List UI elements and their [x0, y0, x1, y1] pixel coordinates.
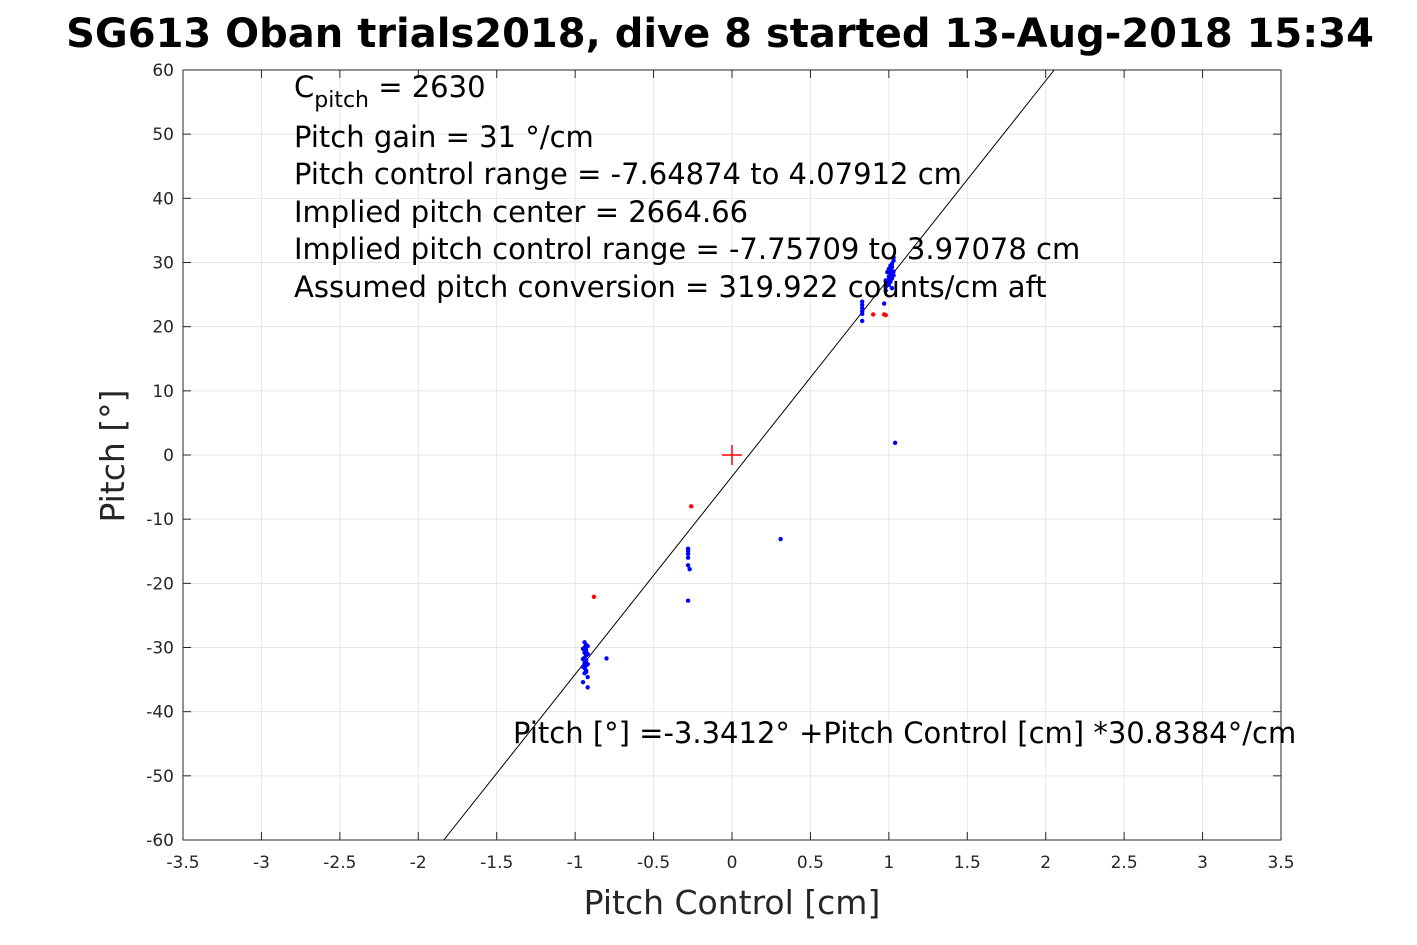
data-point-dive	[859, 299, 865, 304]
implied-center-annotation: Implied pitch center = 2664.66	[294, 195, 748, 229]
chart-title: SG613 Oban trials2018, dive 8 started 13…	[66, 11, 1374, 57]
x-tick-label: -2.5	[323, 853, 356, 873]
x-axis-label: Pitch Control [cm]	[584, 883, 881, 922]
center-marker	[722, 445, 742, 465]
y-tick-label: 10	[152, 382, 174, 402]
data-point-dive	[859, 311, 865, 317]
c-pitch-subscript: pitch	[314, 88, 369, 113]
data-point-dive	[891, 273, 896, 278]
y-tick-label: -40	[146, 703, 174, 723]
data-point-dive	[580, 646, 586, 651]
plot-frame	[182, 69, 1282, 841]
data-point-dive	[891, 269, 896, 274]
data-point-dive	[685, 598, 691, 603]
data-point-dive	[888, 263, 893, 268]
data-point-dive	[580, 679, 586, 685]
data-point-climb	[883, 312, 888, 318]
x-tick-label: -2	[410, 853, 427, 873]
data-point-dive	[685, 551, 691, 557]
conversion-annotation: Assumed pitch conversion = 319.922 count…	[294, 270, 1047, 304]
x-tick-label: 3.5	[1267, 853, 1294, 873]
x-tick-label: 2	[1040, 853, 1051, 873]
data-point-dive	[585, 674, 590, 680]
y-axis-label: Pitch [°]	[93, 389, 132, 522]
fit-line	[443, 69, 1055, 841]
data-point-climb	[689, 504, 694, 509]
data-point-dive	[580, 664, 586, 669]
x-tick-label: 2.5	[1111, 853, 1138, 873]
data-points	[580, 255, 898, 690]
data-point-dive	[883, 278, 888, 283]
data-point-dive	[604, 656, 609, 661]
pitch-gain-annotation: Pitch gain = 31 °/cm	[294, 120, 594, 154]
data-point-dive	[889, 285, 895, 291]
fit-equation-annotation: Pitch [°] =-3.3412° +Pitch Control [cm] …	[513, 716, 1296, 750]
x-tick-label: 1.5	[954, 853, 981, 873]
axis-ticks: -3.5 -3 -2.5 -2 -1.5 -1 -0.5 0 0.5 1 1.5 2 2.5 3 3.5 -6…	[146, 61, 1294, 873]
y-tick-label: 30	[152, 254, 174, 274]
implied-range-annotation: Implied pitch control range = -7.75709 t…	[294, 232, 1080, 266]
data-point-dive	[585, 661, 590, 667]
control-range-annotation: Pitch control range = -7.64874 to 4.0791…	[294, 157, 962, 191]
data-point-dive	[580, 656, 586, 662]
data-point-dive	[585, 644, 590, 649]
y-tick-label: -20	[146, 574, 174, 594]
data-point-dive	[891, 258, 896, 263]
data-point-climb	[870, 312, 876, 317]
data-point-dive	[859, 305, 865, 311]
y-tick-label: 50	[152, 125, 174, 145]
data-point-dive	[891, 255, 896, 260]
data-point-dive	[883, 288, 888, 293]
y-tick-label: 20	[152, 318, 174, 338]
data-point-dive	[685, 555, 691, 560]
y-tick-label: 0	[163, 446, 174, 466]
c-pitch-value: = 2630	[369, 70, 486, 104]
y-tick-label: 40	[152, 189, 174, 209]
y-tick-label: -10	[146, 510, 174, 530]
data-point-dive	[881, 301, 887, 306]
data-point-dive	[585, 651, 590, 657]
c-pitch-main: C	[294, 70, 314, 104]
data-point-dive	[585, 685, 590, 690]
x-tick-label: -0.5	[637, 853, 670, 873]
x-tick-label: 3	[1197, 853, 1208, 873]
data-point-dive	[687, 567, 692, 572]
data-point-dive	[685, 563, 691, 568]
data-point-climb	[591, 594, 597, 600]
x-tick-label: -1.5	[480, 853, 513, 873]
data-point-dive	[583, 669, 589, 675]
y-tick-label: -30	[146, 639, 174, 659]
data-point-dive	[859, 318, 865, 324]
x-tick-label: -3.5	[166, 853, 199, 873]
c-pitch-annotation: Cpitch = 2630	[294, 70, 486, 113]
data-point-dive	[778, 536, 783, 542]
x-tick-label: 0.5	[797, 853, 824, 873]
data-point-dive	[892, 440, 898, 446]
x-tick-label: -1	[567, 853, 584, 873]
x-tick-label: 1	[883, 853, 894, 873]
y-tick-label: -60	[146, 831, 174, 851]
x-tick-label: -3	[253, 853, 270, 873]
y-tick-label: -50	[146, 767, 174, 787]
data-point-dive	[859, 302, 865, 308]
x-tick-label: 0	[727, 853, 738, 873]
y-tick-label: 60	[152, 61, 174, 81]
